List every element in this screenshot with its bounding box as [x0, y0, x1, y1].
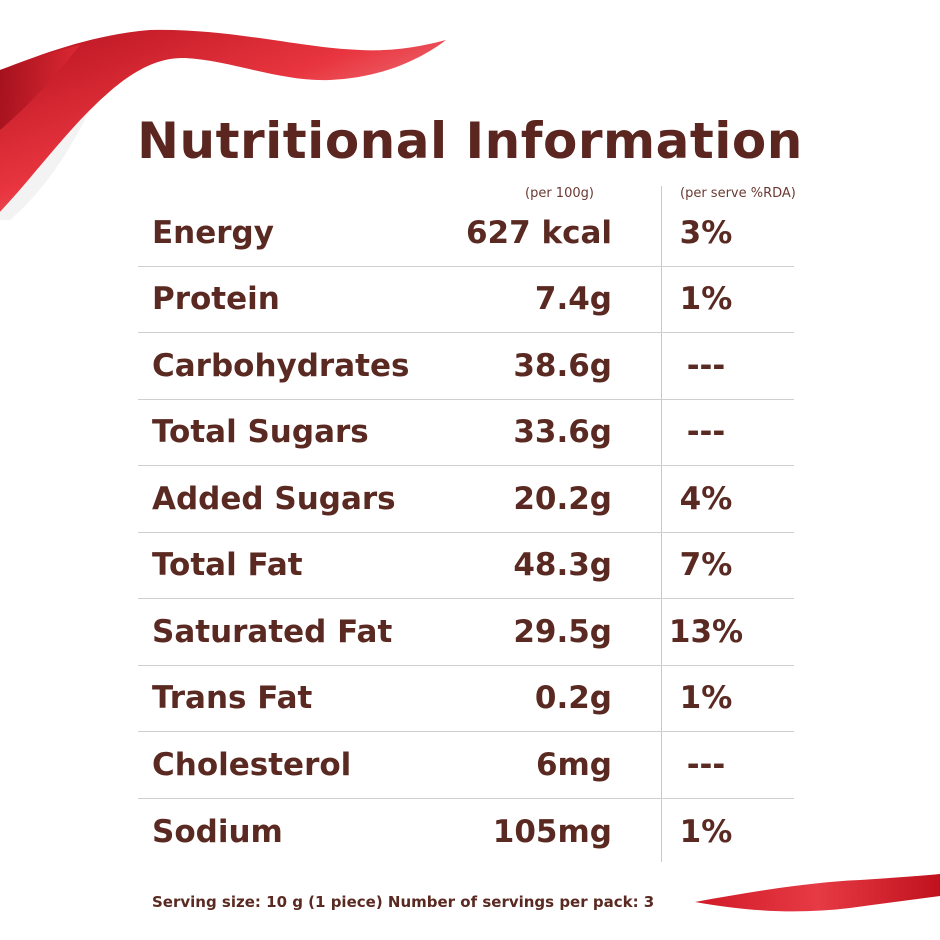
- serving-info: Serving size: 10 g (1 piece) Number of s…: [152, 893, 655, 911]
- nutrient-amount: 48.3g: [513, 547, 612, 584]
- column-header-per-100g: (per 100g): [525, 186, 594, 201]
- nutrient-name: Protein: [152, 281, 280, 318]
- table-row-cholesterol: Cholesterol 6mg ---: [138, 732, 794, 799]
- nutrient-amount: 29.5g: [513, 613, 612, 650]
- nutrient-rda: 3%: [679, 214, 733, 251]
- table-row-total-sugars: Total Sugars 33.6g ---: [138, 400, 794, 466]
- nutrient-rda: ---: [686, 414, 726, 451]
- page-title: Nutritional Information: [137, 112, 803, 170]
- nutrient-amount: 105mg: [492, 813, 612, 850]
- table-row-carbohydrates: Carbohydrates 38.6g ---: [138, 333, 794, 400]
- table-row-added-sugars: Added Sugars 20.2g 4%: [138, 466, 794, 533]
- nutrient-rda: 1%: [679, 680, 733, 717]
- ribbon-decoration-bottom: [695, 874, 940, 912]
- nutrient-rda: 4%: [679, 480, 733, 517]
- table-row-energy: Energy 627 kcal 3%: [138, 200, 794, 267]
- nutrient-rda: 7%: [679, 547, 733, 584]
- nutrient-name: Sodium: [152, 813, 283, 850]
- table-row-saturated-fat: Saturated Fat 29.5g 13%: [138, 599, 794, 666]
- nutrient-rda: 13%: [668, 613, 744, 650]
- nutrient-amount: 20.2g: [513, 480, 612, 517]
- nutrient-amount: 7.4g: [534, 281, 612, 318]
- table-row-sodium: Sodium 105mg 1%: [138, 799, 794, 866]
- nutrient-name: Carbohydrates: [152, 347, 410, 384]
- nutrient-name: Added Sugars: [152, 480, 396, 517]
- nutrient-amount: 627 kcal: [465, 214, 612, 251]
- table-row-total-fat: Total Fat 48.3g 7%: [138, 533, 794, 599]
- nutrient-rda: 1%: [679, 813, 733, 850]
- column-divider: [661, 186, 662, 862]
- nutrient-name: Total Sugars: [152, 414, 369, 451]
- nutrient-name: Saturated Fat: [152, 613, 393, 650]
- nutrient-name: Energy: [152, 214, 274, 251]
- table-row-protein: Protein 7.4g 1%: [138, 267, 794, 333]
- nutrient-name: Cholesterol: [152, 746, 352, 783]
- table-row-trans-fat: Trans Fat 0.2g 1%: [138, 666, 794, 732]
- nutrient-name: Trans Fat: [152, 680, 313, 717]
- nutrient-amount: 0.2g: [534, 680, 612, 717]
- nutrient-amount: 33.6g: [513, 414, 612, 451]
- nutrient-name: Total Fat: [152, 547, 303, 584]
- column-header-per-serve: (per serve %RDA): [680, 186, 796, 201]
- nutrient-amount: 38.6g: [513, 347, 612, 384]
- nutrient-rda: ---: [686, 347, 726, 384]
- ribbon-decoration-top: [0, 29, 446, 220]
- nutrient-rda: 1%: [679, 281, 733, 318]
- nutrient-rda: ---: [686, 746, 726, 783]
- nutrient-amount: 6mg: [535, 746, 612, 783]
- nutrition-table: Energy 627 kcal 3% Protein 7.4g 1% Carbo…: [138, 200, 794, 865]
